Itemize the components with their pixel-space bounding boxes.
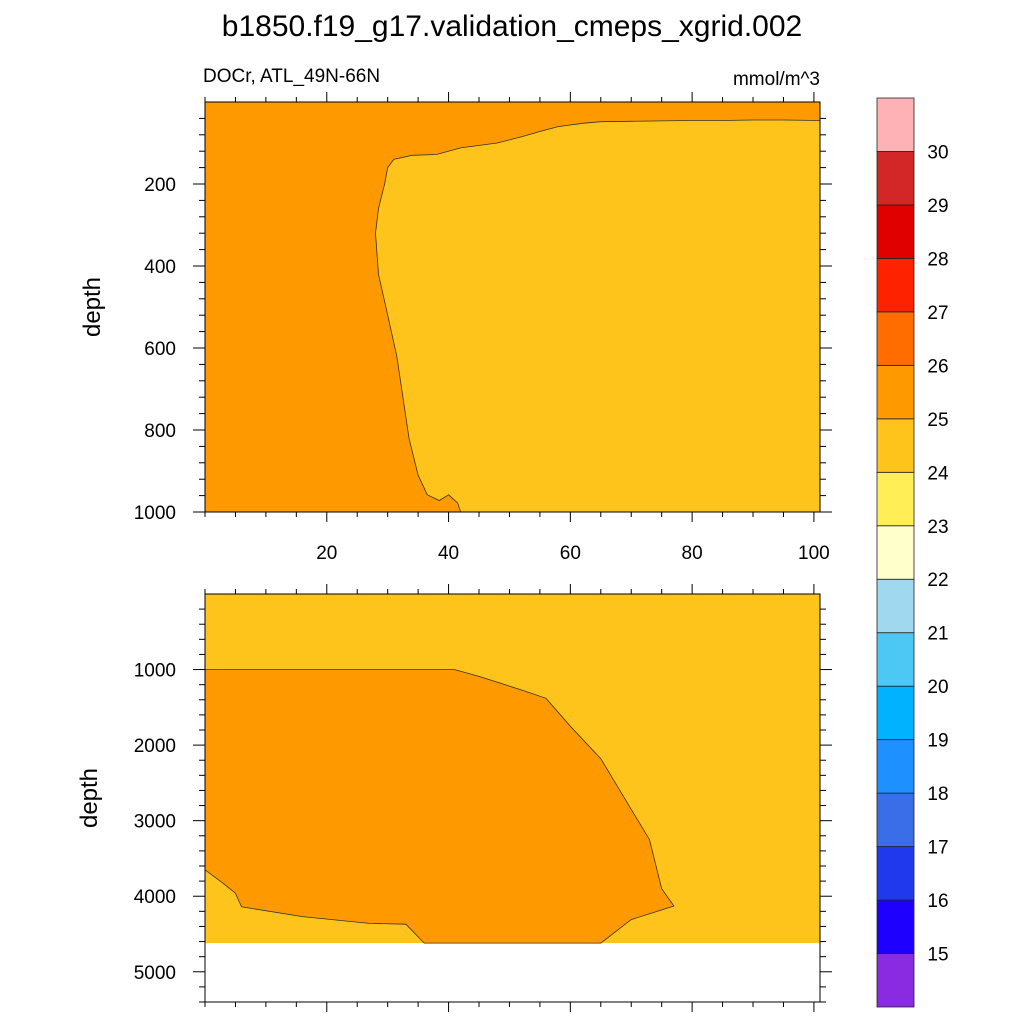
y-axis-label: depth bbox=[76, 768, 103, 828]
lower-contour-region-25-26 bbox=[205, 669, 675, 944]
y-tick-label: 5000 bbox=[134, 963, 176, 984]
lower-frame bbox=[204, 593, 821, 1003]
upper-panel: 20 40 60 80 100 200 400 600 800 1000 depth bbox=[79, 92, 832, 564]
colorbar-label: 18 bbox=[927, 784, 948, 805]
colorbar-swatch bbox=[876, 899, 915, 954]
colorbar-label: 20 bbox=[927, 677, 948, 698]
lower-x-ticks bbox=[204, 584, 815, 1012]
upper-y-ticks bbox=[193, 117, 832, 513]
colorbar-label: 19 bbox=[927, 731, 948, 752]
colorbar-swatch bbox=[876, 151, 915, 206]
chart-subtitle-left: DOCr, ATL_49N-66N bbox=[203, 66, 380, 87]
colorbar-swatch bbox=[876, 632, 915, 687]
colorbar-swatch bbox=[876, 525, 915, 580]
colorbar-label: 23 bbox=[927, 517, 948, 538]
colorbar-label: 29 bbox=[927, 196, 948, 217]
lower-y-ticks bbox=[193, 608, 832, 1003]
colorbar-label: 25 bbox=[927, 410, 948, 431]
x-tick-label: 60 bbox=[560, 543, 581, 564]
colorbar-label: 30 bbox=[927, 143, 948, 164]
x-tick-label: 40 bbox=[438, 543, 459, 564]
colorbar-label: 28 bbox=[927, 249, 948, 270]
colorbar-swatch bbox=[876, 258, 915, 313]
x-tick-label: 100 bbox=[798, 543, 830, 564]
colorbar-label: 17 bbox=[927, 838, 948, 859]
colorbar-label: 26 bbox=[927, 356, 948, 377]
y-tick-label: 1000 bbox=[134, 661, 176, 682]
y-tick-label: 1000 bbox=[134, 503, 176, 524]
colorbar-swatch bbox=[876, 578, 915, 634]
chart-title: b1850.f19_g17.validation_cmeps_xgrid.002 bbox=[222, 10, 802, 43]
colorbar-swatch bbox=[876, 204, 915, 259]
colorbar-swatch bbox=[876, 364, 915, 420]
colorbar-swatch bbox=[876, 311, 915, 366]
colorbar: 15 16 17 18 19 20 21 22 23 24 25 26 27 28 29 30 bbox=[876, 97, 949, 1008]
y-tick-label: 2000 bbox=[134, 736, 176, 757]
upper-frame bbox=[204, 101, 821, 513]
colorbar-swatch bbox=[876, 471, 915, 527]
colorbar-label: 24 bbox=[927, 463, 949, 484]
colorbar-label: 15 bbox=[927, 945, 948, 966]
colorbar-label: 22 bbox=[927, 570, 948, 591]
colorbar-swatch bbox=[876, 97, 915, 152]
colorbar-swatch bbox=[876, 739, 915, 794]
colorbar-swatch bbox=[876, 792, 915, 847]
y-tick-label: 400 bbox=[144, 257, 176, 278]
colorbar-label: 21 bbox=[927, 624, 948, 645]
colorbar-swatch bbox=[876, 418, 915, 473]
chart-units: mmol/m^3 bbox=[733, 69, 820, 90]
y-tick-label: 800 bbox=[144, 421, 176, 442]
colorbar-label: 27 bbox=[927, 303, 948, 324]
y-tick-label: 200 bbox=[144, 175, 176, 196]
y-tick-label: 600 bbox=[144, 339, 176, 360]
y-axis-label: depth bbox=[79, 277, 106, 337]
y-tick-label: 4000 bbox=[134, 887, 176, 908]
x-tick-label: 20 bbox=[316, 543, 337, 564]
colorbar-swatch bbox=[876, 953, 915, 1008]
upper-contour-region-24-25 bbox=[375, 119, 820, 512]
colorbar-label: 16 bbox=[927, 891, 948, 912]
lower-panel: 1000 2000 3000 4000 5000 depth bbox=[76, 584, 832, 1012]
y-tick-label: 3000 bbox=[134, 812, 176, 833]
colorbar-swatch bbox=[876, 685, 915, 741]
colorbar-swatch bbox=[876, 846, 915, 901]
x-tick-label: 80 bbox=[682, 543, 703, 564]
upper-x-ticks bbox=[204, 92, 815, 522]
